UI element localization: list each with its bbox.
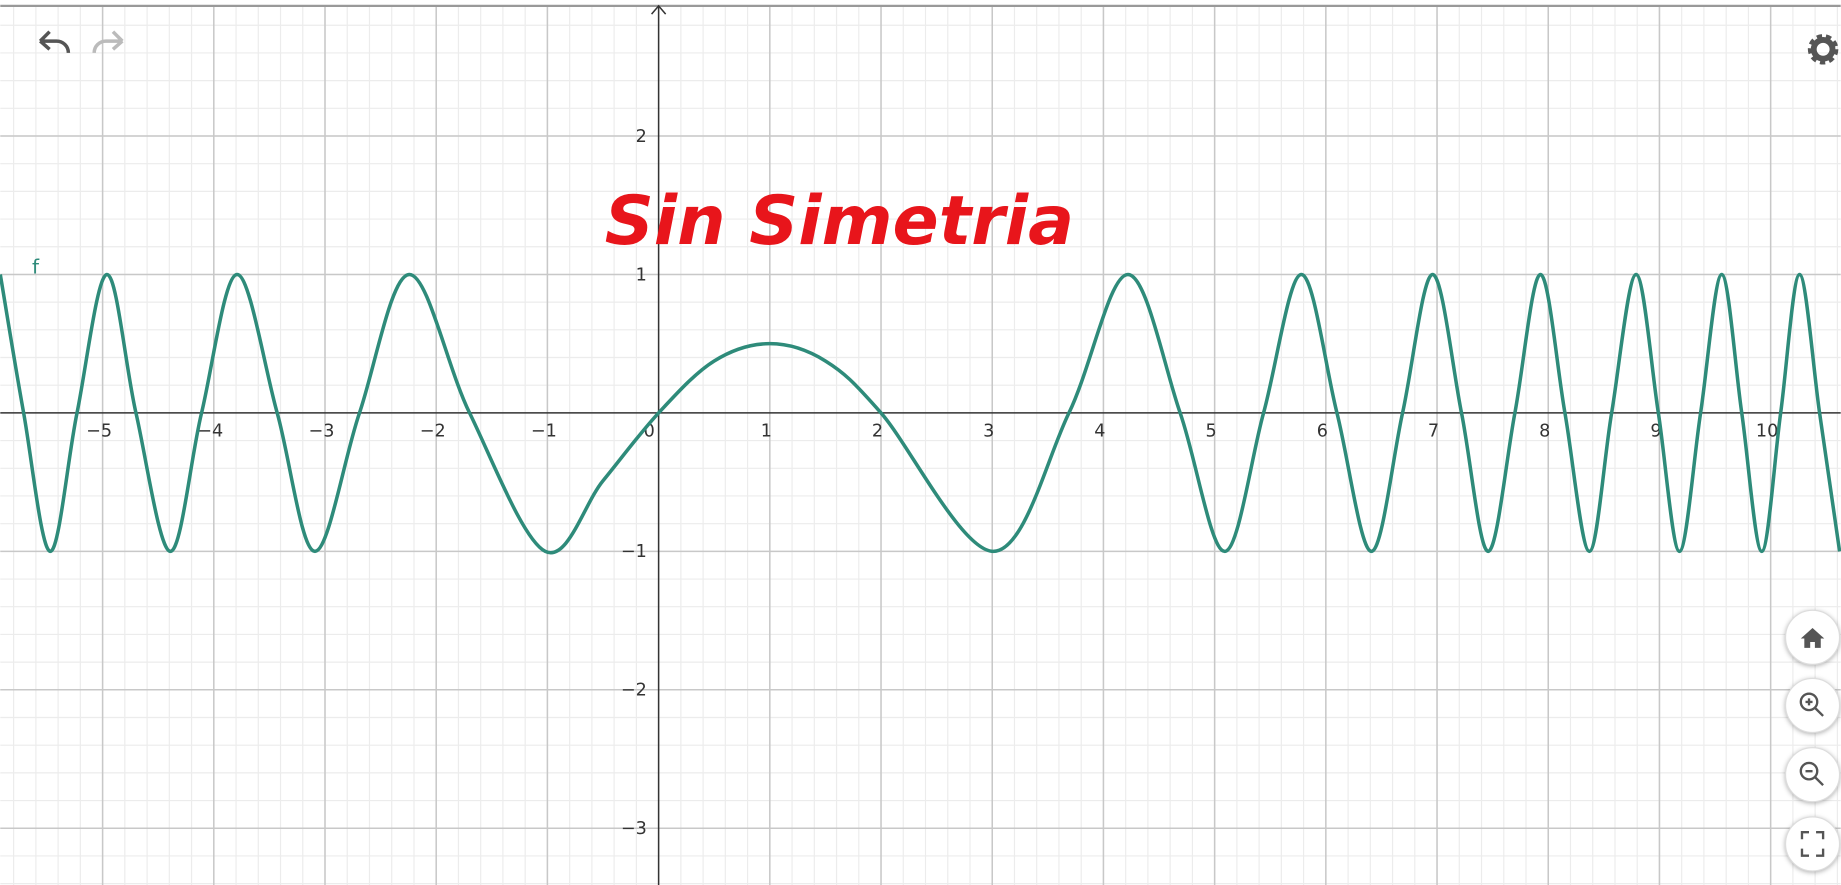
x-tick-label: 2	[872, 421, 883, 441]
redo-icon[interactable]	[92, 30, 124, 53]
fullscreen-icon[interactable]	[1800, 831, 1825, 857]
x-tick-label: 0	[644, 421, 655, 441]
x-tick-label: 7	[1428, 421, 1439, 441]
zoom-in-button[interactable]	[1784, 677, 1841, 734]
button-bg[interactable]	[1784, 747, 1841, 803]
x-tick-label: −1	[531, 421, 557, 441]
y-tick-label: 1	[636, 265, 647, 285]
undo-icon[interactable]	[38, 30, 71, 53]
zoom-icon[interactable]	[1805, 769, 1824, 787]
fullscreen-button[interactable]	[1784, 816, 1841, 872]
annotation: Sin Simetria	[605, 182, 1074, 261]
x-tick-label: 8	[1539, 421, 1550, 441]
x-tick-label: 3	[983, 421, 994, 441]
zoom-icon[interactable]	[1799, 692, 1819, 712]
plot: −5 −4 −3 −2 −1 0 1 2 3 4 5 6 7 8 9 10 −3 −2 −1 1 2	[0, 4, 1841, 885]
major-grid	[0, 5, 1841, 885]
redo-button[interactable]	[92, 30, 124, 53]
x-tick-label: −4	[197, 421, 223, 441]
zoom-icon[interactable]	[1799, 761, 1819, 781]
x-tick-label: −3	[309, 421, 335, 441]
y-tick-label: −2	[621, 681, 647, 701]
x-tick-label: 6	[1317, 421, 1328, 441]
y-tick-label: −3	[621, 819, 647, 839]
button-bg[interactable]	[1784, 677, 1841, 734]
x-tick-label: −5	[86, 421, 112, 441]
x-tick-label: 9	[1650, 421, 1661, 441]
button-bg[interactable]	[1784, 816, 1841, 872]
y-tick-label: 2	[636, 127, 647, 147]
zoom-icon[interactable]	[1805, 698, 1824, 717]
home-button[interactable]	[1784, 609, 1841, 665]
function-label: f	[32, 254, 40, 278]
y-tick-label: −1	[621, 542, 647, 562]
function-curve	[0, 272, 1841, 555]
undo-button[interactable]	[38, 30, 71, 53]
home-icon[interactable]	[1800, 627, 1825, 648]
settings-button[interactable]	[1807, 34, 1839, 65]
x-tick-label: 5	[1206, 421, 1217, 441]
x-tick-label: −2	[420, 421, 446, 441]
x-tick-label: 10	[1756, 421, 1778, 441]
y-axis-arrow	[650, 4, 667, 15]
minor-grid	[0, 5, 1841, 885]
gear-body[interactable]	[1810, 36, 1836, 62]
zoom-out-button[interactable]	[1784, 747, 1841, 803]
x-tick-label: 1	[761, 421, 772, 441]
x-tick-label: 4	[1094, 421, 1105, 441]
